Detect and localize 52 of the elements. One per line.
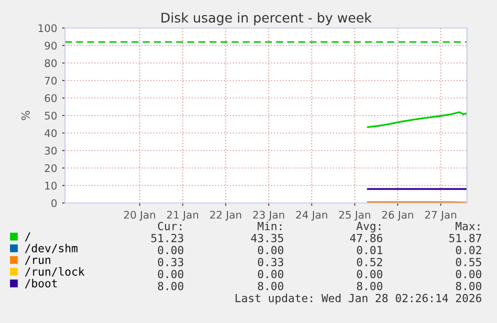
y-tick-label: 10 (45, 182, 57, 190)
text: Cur: (158, 222, 182, 230)
text: 8.00 (158, 282, 184, 290)
text: 0.33 (258, 258, 284, 266)
x-tick-label: 24 Jan (296, 210, 328, 221)
y-tick-label: 30 (44, 146, 57, 155)
y-tick-label: 50 (44, 112, 57, 120)
y-tick-label: 60 (44, 94, 57, 102)
text: 47.86 (350, 234, 382, 242)
y-tick-label: 80 (44, 59, 57, 68)
legend-label: /run/lock (25, 267, 84, 277)
text: 51.87 (449, 234, 482, 242)
text: 8.00 (456, 282, 482, 290)
text: 0.52 (356, 258, 382, 266)
line-series (367, 111, 467, 128)
x-tick-label: 25 Jan (339, 210, 370, 221)
y-tick-label: 20 (44, 164, 57, 172)
legend-label: / (25, 232, 30, 242)
text: Last update: Wed Jan 28 02:26:14 2026 (236, 294, 482, 304)
x-tick-label: 21 Jan (167, 210, 198, 221)
text: 43.35 (251, 234, 284, 242)
y-tick-label: 90 (44, 42, 57, 50)
text: 0.00 (258, 270, 284, 278)
x-tick-label: 20 Jan (124, 210, 156, 221)
y-axis-title: % (21, 110, 30, 120)
text: Avg: (356, 222, 380, 232)
text: 0.02 (456, 246, 482, 254)
x-tick-label: 27 Jan (425, 210, 456, 221)
legend-label: /dev/shm (25, 244, 78, 254)
y-tick-label: 70 (44, 76, 57, 85)
text: Min: (258, 222, 282, 230)
text: 8.00 (356, 282, 382, 290)
text: 0.01 (356, 246, 382, 254)
chart-title: Disk usage in percent - by week (162, 12, 372, 26)
text: 0.00 (456, 270, 482, 278)
text: 0.00 (356, 270, 382, 278)
text: 0.55 (456, 258, 482, 266)
text: 0.33 (158, 258, 184, 266)
x-tick-label: 22 Jan (210, 210, 242, 221)
text: 0.00 (258, 246, 284, 254)
x-tick-label: 23 Jan (253, 210, 284, 221)
legend-label: /run (25, 256, 50, 265)
legend-label: /boot (25, 278, 57, 288)
x-tick-label: 26 Jan (382, 210, 414, 221)
y-tick-label: 0 (51, 199, 57, 208)
text: 8.00 (258, 282, 284, 290)
text: Max: (456, 222, 480, 230)
text: 0.00 (158, 246, 184, 254)
text: 51.23 (151, 234, 184, 242)
y-tick-label: 40 (44, 129, 57, 138)
text: 0.00 (158, 270, 184, 278)
y-tick-label: 100 (38, 24, 57, 32)
